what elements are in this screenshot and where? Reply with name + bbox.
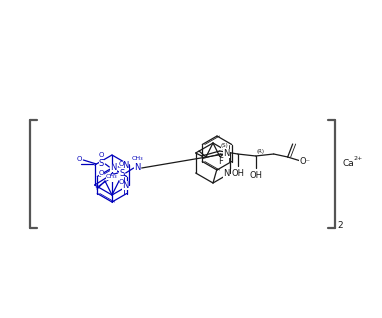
Text: N: N bbox=[223, 149, 230, 157]
Text: S: S bbox=[99, 160, 104, 169]
Text: N: N bbox=[223, 169, 230, 177]
Text: 2: 2 bbox=[337, 220, 343, 230]
Text: O: O bbox=[77, 156, 82, 162]
Text: O: O bbox=[119, 179, 125, 185]
Text: 2+: 2+ bbox=[354, 156, 363, 162]
Text: N: N bbox=[110, 162, 117, 171]
Text: S: S bbox=[119, 169, 124, 177]
Text: N: N bbox=[134, 163, 141, 172]
Text: O: O bbox=[99, 152, 104, 158]
Text: F: F bbox=[110, 172, 115, 182]
Text: Ca: Ca bbox=[343, 158, 355, 168]
Text: F: F bbox=[219, 156, 223, 165]
Text: CH₃: CH₃ bbox=[105, 175, 117, 179]
Text: (S): (S) bbox=[221, 143, 228, 149]
Text: N: N bbox=[122, 181, 128, 190]
Text: OH: OH bbox=[231, 169, 244, 177]
Text: N: N bbox=[122, 161, 128, 169]
Text: O: O bbox=[119, 161, 125, 167]
Text: O⁻: O⁻ bbox=[299, 157, 310, 167]
Text: (R): (R) bbox=[257, 149, 265, 154]
Text: O: O bbox=[99, 170, 104, 176]
Text: CH₃: CH₃ bbox=[132, 156, 144, 161]
Text: OH: OH bbox=[249, 170, 262, 179]
